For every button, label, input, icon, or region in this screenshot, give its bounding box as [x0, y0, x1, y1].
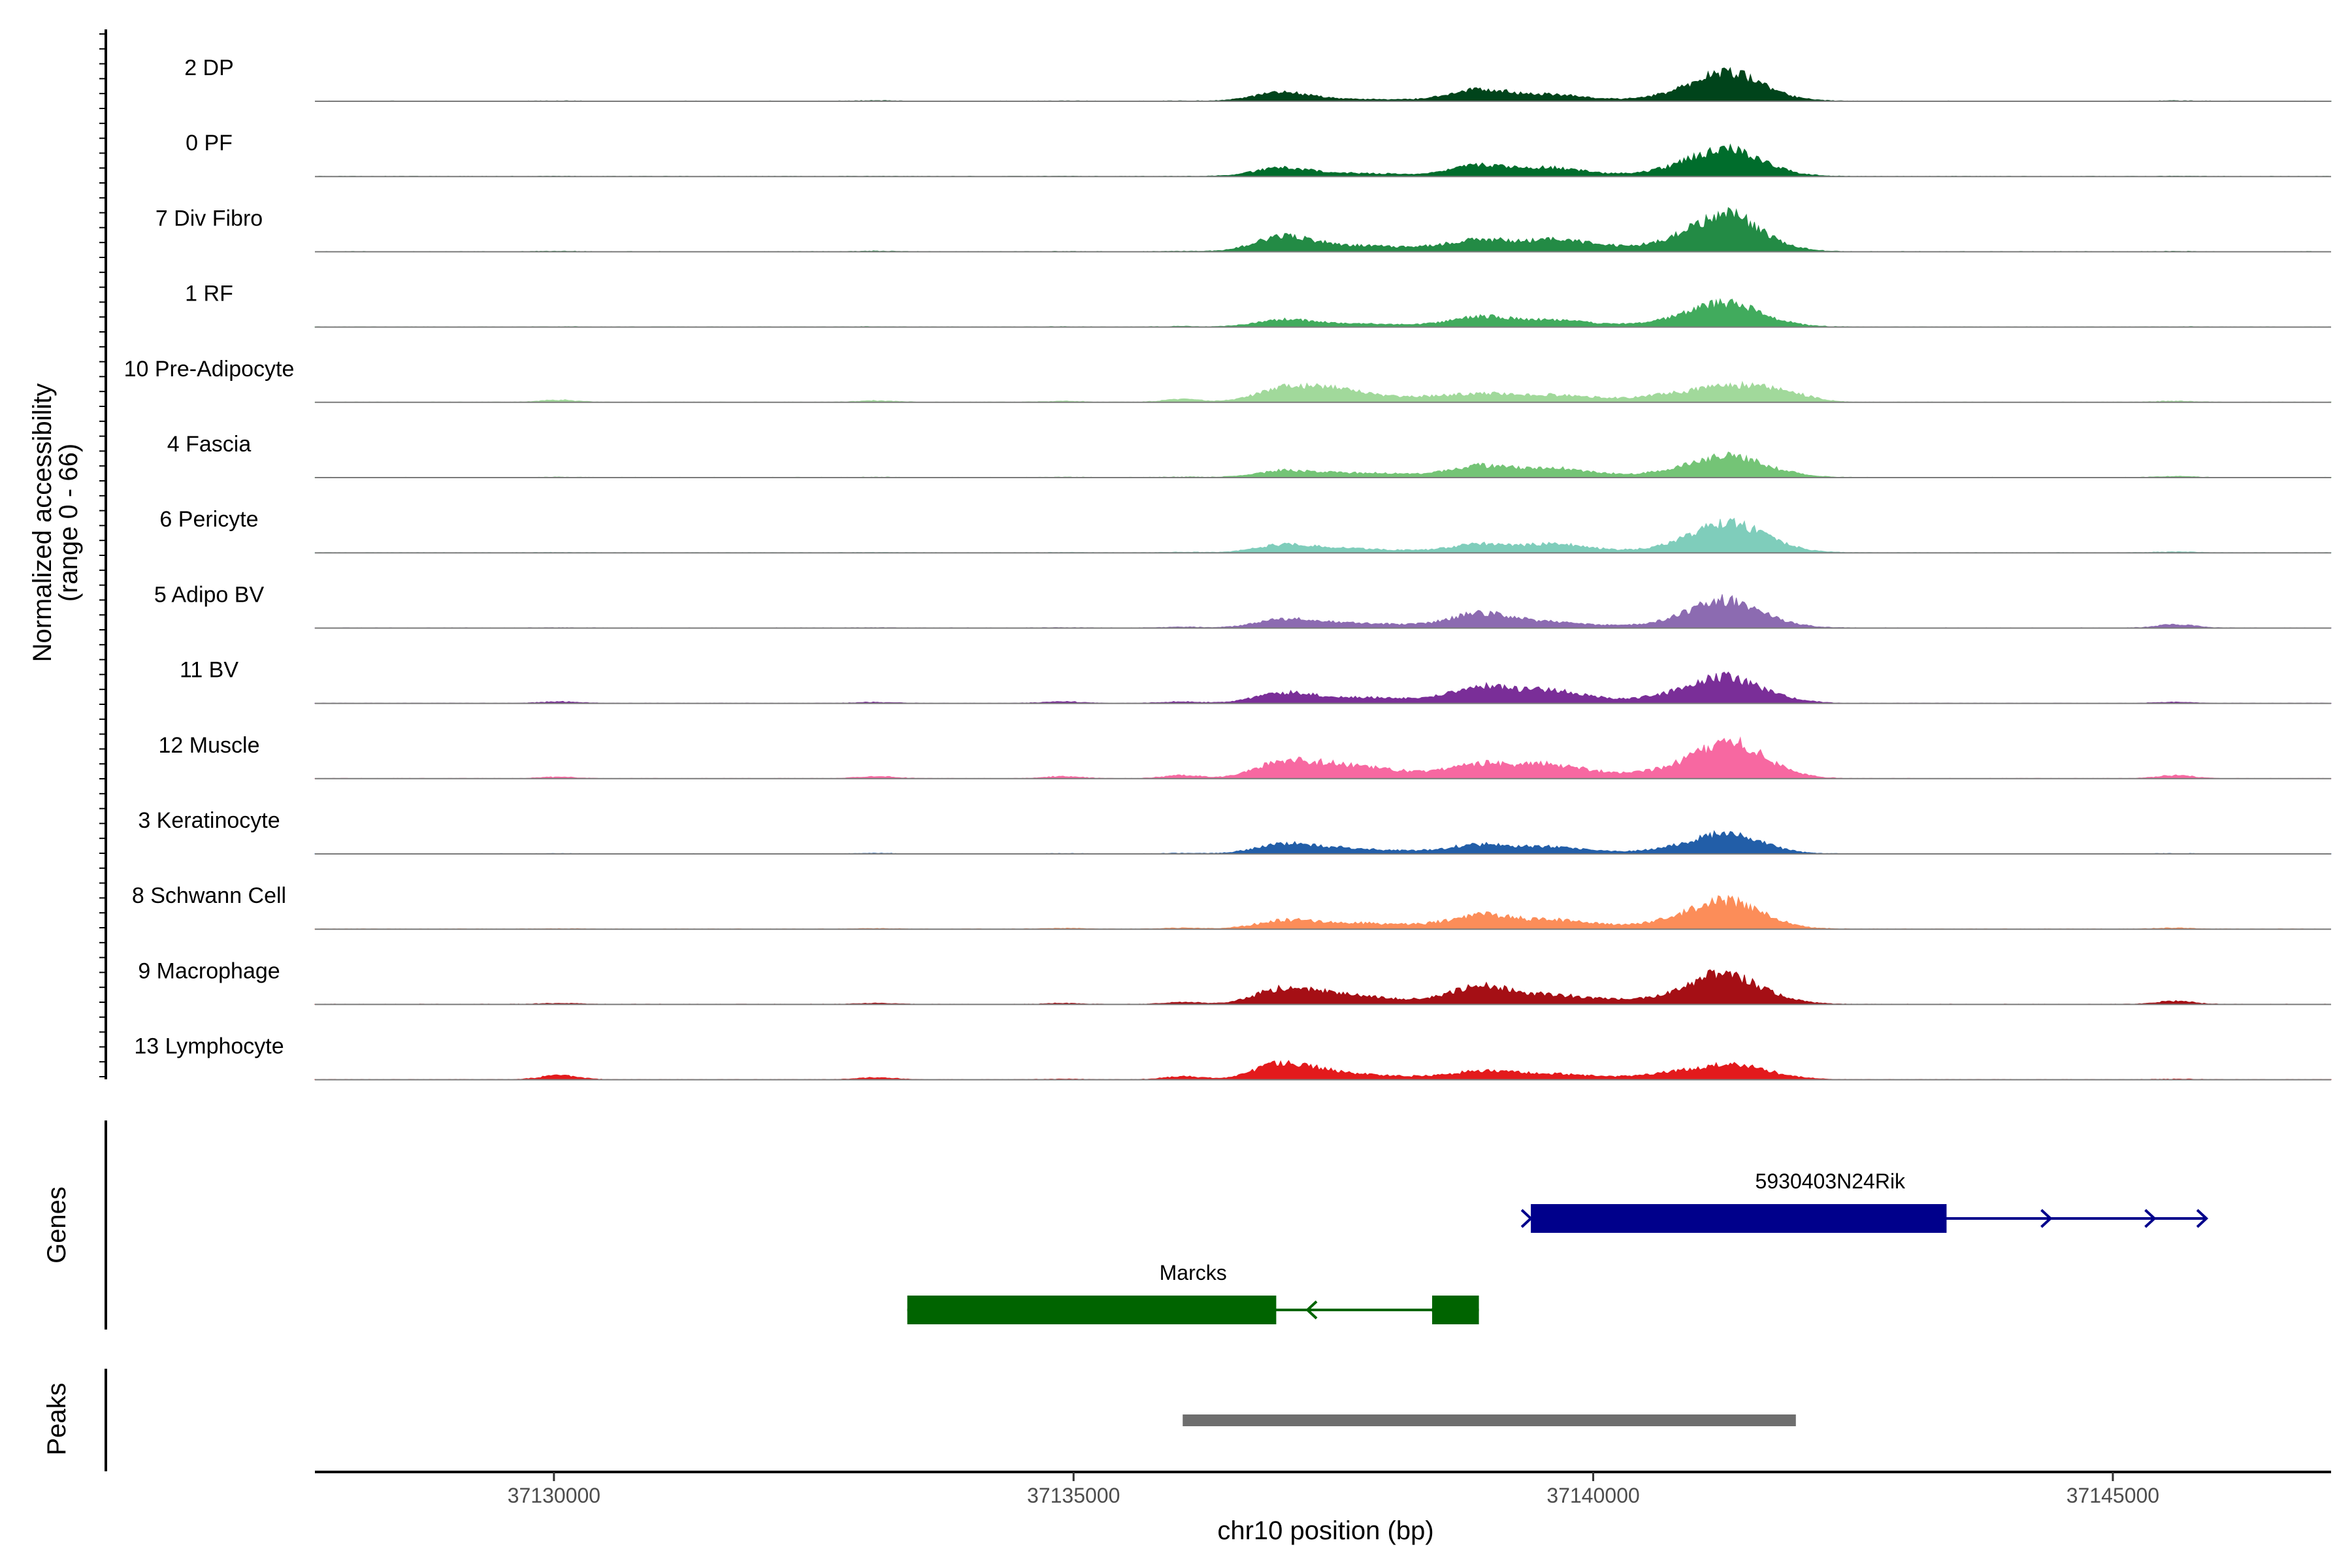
track-label: 11 BV [180, 658, 238, 683]
strand-arrow [1430, 1300, 1443, 1320]
y-axis-title: Normalized accessibility [28, 384, 57, 662]
coverage-area [314, 451, 2332, 478]
gene-5930403n24rik: 5930403N24Rik [1520, 1169, 2209, 1233]
coverage-area [314, 1060, 2332, 1081]
peaks-panel [1183, 1414, 1796, 1426]
genes-panel: 5930403N24Rik Marcks [907, 1169, 2209, 1324]
coverage-area [314, 894, 2332, 930]
track-6-pericyte: 6 Pericyte [159, 507, 2332, 554]
gene-label: Marcks [1160, 1261, 1227, 1284]
track-label: 6 Pericyte [159, 507, 258, 532]
coverage-area [314, 67, 2332, 102]
track-label: 10 Pre-Adipocyte [124, 357, 295, 382]
track-8-schwann-cell: 8 Schwann Cell [132, 883, 2332, 930]
strand-arrow [2196, 1209, 2209, 1228]
genes-panel-title: Genes [42, 1186, 71, 1264]
track-label: 12 Muscle [159, 733, 260, 758]
track-label: 1 RF [185, 282, 233, 306]
coverage-area [314, 671, 2332, 704]
track-12-muscle: 12 Muscle [159, 733, 2332, 779]
track-9-macrophage: 9 Macrophage [138, 958, 2332, 1005]
gene-marcks: Marcks [907, 1261, 1479, 1324]
x-tick-label: 37130000 [508, 1484, 600, 1507]
x-tick-label: 37135000 [1027, 1484, 1120, 1507]
track-label: 4 Fascia [167, 432, 252, 457]
track-3-keratinocyte: 3 Keratinocyte [138, 808, 2332, 855]
gene-exon [1531, 1204, 1947, 1233]
coverage-area [314, 830, 2332, 855]
track-0-pf: 0 PF [186, 131, 2332, 178]
peak-region [1183, 1414, 1796, 1426]
strand-arrow [2040, 1209, 2053, 1228]
track-label: 7 Div Fibro [155, 206, 263, 231]
track-2-dp: 2 DP [184, 56, 2332, 102]
x-axis-title: chr10 position (bp) [1217, 1516, 1433, 1545]
strand-arrow [2144, 1209, 2157, 1228]
track-label: 3 Keratinocyte [138, 808, 280, 833]
track-label: 0 PF [186, 131, 233, 155]
coverage-area [315, 143, 2332, 177]
peaks-panel-title: Peaks [42, 1382, 71, 1455]
coverage-tracks: 2 DP 0 PF 7 Div Fibro 1 RF 10 Pre-Adipocyte 4… [124, 56, 2332, 1081]
gene-exon [1432, 1296, 1479, 1324]
track-label: 5 Adipo BV [154, 582, 265, 607]
gene-label: 5930403N24Rik [1756, 1169, 1906, 1193]
track-label: 2 DP [184, 56, 234, 80]
coverage-area [314, 298, 2332, 328]
accessibility-axis [99, 29, 107, 1079]
coverage-area [314, 594, 2332, 629]
coverage-area [314, 517, 2332, 553]
coverage-area [314, 969, 2332, 1005]
x-tick-label: 37140000 [1546, 1484, 1639, 1507]
track-1-rf: 1 RF [185, 282, 2332, 328]
track-4-fascia: 4 Fascia [167, 432, 2332, 478]
track-5-adipo-bv: 5 Adipo BV [154, 582, 2332, 629]
gene-exon [907, 1296, 1277, 1324]
track-10-pre-adipocyte: 10 Pre-Adipocyte [124, 357, 2332, 403]
track-13-lymphocyte: 13 Lymphocyte [134, 1034, 2332, 1081]
x-axis: 37130000 37135000 37140000 37145000 [315, 1471, 2331, 1507]
y-axis-subtitle: (range 0 - 66) [54, 444, 83, 602]
coverage-area [314, 206, 2332, 252]
track-7-div-fibro: 7 Div Fibro [155, 206, 2332, 253]
strand-arrow [1520, 1209, 1533, 1228]
track-label: 13 Lymphocyte [134, 1034, 284, 1059]
track-11-bv: 11 BV [180, 658, 2332, 704]
x-tick-label: 37145000 [2066, 1484, 2159, 1507]
track-label: 8 Schwann Cell [132, 883, 286, 908]
strand-arrow [1305, 1300, 1318, 1320]
track-label: 9 Macrophage [138, 958, 280, 983]
coverage-area [314, 380, 2332, 403]
coverage-area [314, 736, 2332, 779]
